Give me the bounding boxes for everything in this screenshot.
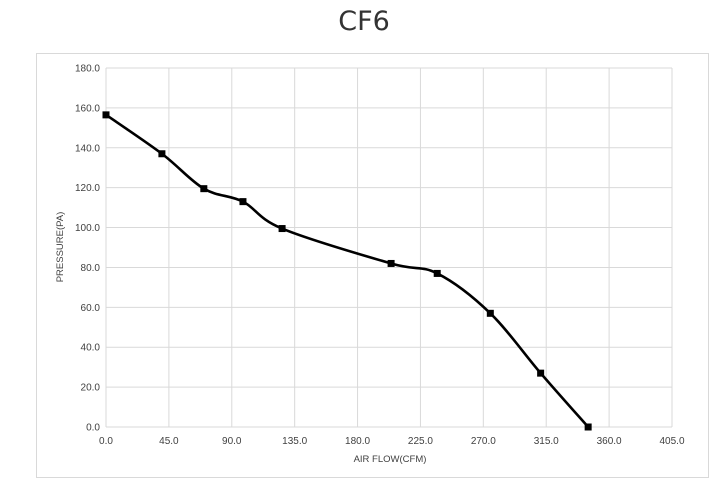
- y-tick-label: 0.0: [86, 423, 100, 434]
- grid-lines: [105, 67, 673, 428]
- chart-frame: [36, 53, 709, 478]
- data-point-marker: [102, 111, 110, 119]
- data-point-marker: [239, 198, 247, 206]
- x-tick-label: 0.0: [99, 436, 113, 447]
- data-point-marker: [584, 423, 592, 431]
- data-point-marker: [433, 269, 441, 277]
- x-tick-label: 45.0: [159, 436, 179, 447]
- y-tick-label: 20.0: [81, 383, 101, 394]
- y-tick-label: 160.0: [75, 103, 100, 114]
- y-tick-label: 80.0: [81, 263, 101, 274]
- y-axis-title: PRESSURE(PA): [55, 212, 66, 283]
- x-tick-label: 225.0: [408, 436, 433, 447]
- x-tick-label: 315.0: [534, 436, 559, 447]
- x-tick-label: 180.0: [345, 436, 370, 447]
- y-tick-label: 40.0: [81, 343, 101, 354]
- data-point-marker: [387, 259, 395, 267]
- x-axis-title: AIR FLOW(CFM): [354, 454, 427, 465]
- series-line: [104, 113, 590, 429]
- data-point-marker: [200, 185, 208, 193]
- y-tick-label: 180.0: [75, 64, 100, 75]
- chart-title: CF6: [338, 6, 390, 37]
- x-tick-label: 90.0: [222, 436, 242, 447]
- data-point-marker: [486, 309, 494, 317]
- data-point-marker: [278, 225, 286, 233]
- y-tick-label: 120.0: [75, 183, 100, 194]
- x-tick-labels: 0.0 45.0 90.0 135.0 180.0 225.0 270.0 315.0 360.…: [99, 436, 685, 447]
- x-tick-label: 360.0: [597, 436, 622, 447]
- x-tick-label: 135.0: [282, 436, 307, 447]
- x-tick-label: 405.0: [659, 436, 684, 447]
- data-point-marker: [158, 150, 166, 158]
- y-tick-label: 140.0: [75, 143, 100, 154]
- y-tick-label: 100.0: [75, 223, 100, 234]
- y-tick-labels: 0.0 20.0 40.0 60.0 80.0 100.0 120.0 140.0 160.0 1…: [75, 64, 100, 434]
- series-group: [102, 111, 592, 431]
- data-point-marker: [537, 369, 545, 377]
- y-tick-label: 60.0: [81, 303, 101, 314]
- x-tick-label: 270.0: [471, 436, 496, 447]
